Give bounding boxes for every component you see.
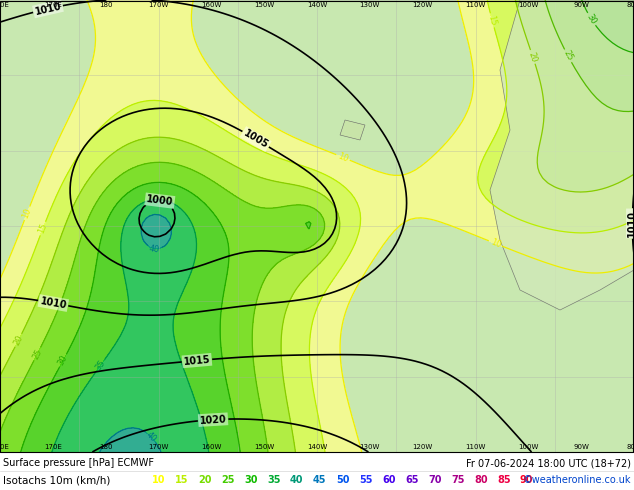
Text: 65: 65	[405, 475, 418, 485]
Text: 140W: 140W	[307, 444, 327, 450]
Text: Surface pressure [hPa] ECMWF: Surface pressure [hPa] ECMWF	[3, 458, 154, 468]
Text: 20: 20	[198, 475, 212, 485]
Text: 130W: 130W	[359, 2, 380, 8]
Text: 70: 70	[428, 475, 441, 485]
Text: 110W: 110W	[465, 2, 486, 8]
Text: 170W: 170W	[148, 444, 169, 450]
Text: 35: 35	[94, 359, 107, 372]
Text: 30: 30	[585, 12, 598, 26]
Text: Isotachs 10m (km/h): Isotachs 10m (km/h)	[3, 475, 110, 485]
Text: 20: 20	[12, 334, 25, 347]
Text: 90W: 90W	[573, 2, 589, 8]
Text: 25: 25	[562, 49, 574, 63]
Text: 120W: 120W	[413, 2, 433, 8]
Text: 15: 15	[37, 222, 49, 235]
Text: 30: 30	[56, 354, 70, 368]
Text: 40: 40	[290, 475, 304, 485]
Text: 1010: 1010	[34, 1, 62, 17]
Text: 160W: 160W	[201, 2, 221, 8]
Text: 60: 60	[382, 475, 396, 485]
Text: 10: 10	[489, 237, 502, 249]
Text: 90: 90	[520, 475, 533, 485]
Text: 25: 25	[31, 347, 44, 361]
Text: 120W: 120W	[413, 444, 433, 450]
Text: 1010: 1010	[627, 210, 634, 237]
Text: 140W: 140W	[307, 2, 327, 8]
Text: 15: 15	[175, 475, 188, 485]
Text: Fr 07-06-2024 18:00 UTC (18+72): Fr 07-06-2024 18:00 UTC (18+72)	[466, 458, 631, 468]
FancyBboxPatch shape	[0, 452, 634, 490]
Text: 40: 40	[148, 244, 160, 254]
Text: 10: 10	[152, 475, 165, 485]
Polygon shape	[490, 0, 634, 310]
Text: 1005: 1005	[242, 128, 270, 150]
FancyBboxPatch shape	[0, 0, 634, 452]
Text: 75: 75	[451, 475, 465, 485]
Text: 80W: 80W	[626, 444, 634, 450]
Polygon shape	[340, 120, 365, 140]
Text: ©weatheronline.co.uk: ©weatheronline.co.uk	[522, 475, 631, 485]
Text: 25: 25	[221, 475, 235, 485]
Text: 180: 180	[99, 444, 112, 450]
Text: 10: 10	[337, 151, 349, 164]
Text: 180: 180	[99, 2, 112, 8]
Text: 1015: 1015	[183, 354, 211, 367]
Text: 130W: 130W	[359, 444, 380, 450]
Text: 10: 10	[21, 207, 33, 220]
Text: 90W: 90W	[573, 444, 589, 450]
Text: 15: 15	[486, 14, 498, 26]
Text: 170W: 170W	[148, 2, 169, 8]
Text: 80: 80	[474, 475, 488, 485]
Text: 180E: 180E	[0, 444, 9, 450]
Text: 170E: 170E	[44, 444, 61, 450]
Text: 110W: 110W	[465, 444, 486, 450]
Text: 180E: 180E	[0, 2, 9, 8]
Text: 150W: 150W	[254, 2, 275, 8]
Text: 1020: 1020	[199, 414, 227, 425]
Text: 170E: 170E	[44, 2, 61, 8]
Text: 45: 45	[313, 475, 327, 485]
Text: 160W: 160W	[201, 444, 221, 450]
Text: 80W: 80W	[626, 2, 634, 8]
Text: 30: 30	[244, 475, 257, 485]
Text: 50: 50	[336, 475, 349, 485]
Text: 55: 55	[359, 475, 373, 485]
Text: 20: 20	[527, 50, 539, 63]
Text: 1000: 1000	[146, 194, 174, 207]
Text: 1010: 1010	[39, 296, 67, 310]
Text: 85: 85	[497, 475, 510, 485]
Text: 100W: 100W	[518, 444, 538, 450]
Text: 150W: 150W	[254, 444, 275, 450]
Text: 40: 40	[144, 430, 158, 443]
Text: 100W: 100W	[518, 2, 538, 8]
Text: 35: 35	[267, 475, 280, 485]
